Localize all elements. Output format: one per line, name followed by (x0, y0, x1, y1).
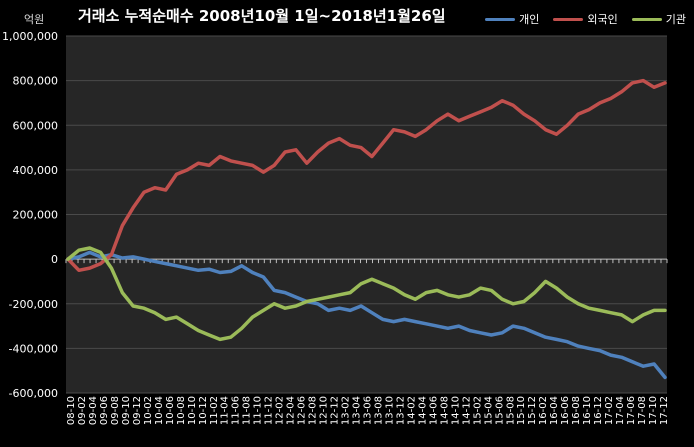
x-tick-label: 17-08 (637, 396, 648, 425)
x-tick-label: 12-08 (308, 396, 319, 425)
y-tick-label: 0 (51, 253, 58, 266)
x-tick-label: 09-06 (99, 396, 110, 425)
x-tick-label: 13-10 (384, 396, 395, 425)
x-tick-label: 16-10 (582, 396, 593, 425)
x-tick-label: 11-12 (264, 396, 275, 425)
x-tick-label: 14-10 (450, 396, 461, 425)
x-tick-label: 14-12 (461, 396, 472, 425)
x-tick-label: 11-04 (220, 396, 231, 425)
x-tick-label: 16-04 (549, 396, 560, 425)
x-tick-label: 12-06 (297, 396, 308, 425)
x-tick-label: 15-10 (516, 396, 527, 425)
x-tick-label: 10-02 (143, 396, 154, 425)
y-tick-label: -400,000 (9, 342, 58, 355)
x-tick-label: 09-04 (88, 396, 99, 425)
x-tick-label: 15-04 (483, 396, 494, 425)
y-tick-label: -200,000 (9, 298, 58, 311)
x-tick-label: 13-08 (373, 396, 384, 425)
y-tick-label: 600,000 (13, 119, 59, 132)
y-tick-label: 1,000,000 (2, 30, 58, 43)
x-tick-label: 16-06 (560, 396, 571, 425)
x-tick-label: 16-02 (538, 396, 549, 425)
x-tick-label: 17-04 (615, 396, 626, 425)
x-tick-label: 10-10 (187, 396, 198, 425)
x-tick-label: 12-04 (286, 396, 297, 425)
x-tick-label: 17-12 (659, 396, 670, 425)
x-tick-label: 09-08 (110, 396, 121, 425)
x-tick-label: 17-06 (626, 396, 637, 425)
x-tick-label: 09-10 (121, 396, 132, 425)
x-tick-label: 14-04 (417, 396, 428, 425)
y-tick-label: 200,000 (13, 209, 59, 222)
x-tick-label: 11-08 (242, 396, 253, 425)
x-tick-label: 12-02 (275, 396, 286, 425)
x-tick-label: 10-12 (198, 396, 209, 425)
x-tick-label: 12-10 (319, 396, 330, 425)
y-tick-label: -600,000 (9, 387, 58, 400)
x-tick-label: 09-12 (132, 396, 143, 425)
x-tick-label: 17-02 (604, 396, 615, 425)
x-tick-label: 13-04 (352, 396, 363, 425)
x-tick-label: 11-02 (209, 396, 220, 425)
x-tick-label: 11-06 (231, 396, 242, 425)
x-tick-label: 16-12 (593, 396, 604, 425)
x-tick-label: 12-12 (330, 396, 341, 425)
x-tick-label: 15-12 (527, 396, 538, 425)
y-tick-label: 800,000 (13, 75, 59, 88)
x-tick-label: 13-12 (395, 396, 406, 425)
x-tick-label: 17-10 (648, 396, 659, 425)
x-tick-label: 10-08 (176, 396, 187, 425)
x-tick-label: 10-04 (154, 396, 165, 425)
x-tick-label: 14-02 (406, 396, 417, 425)
x-tick-label: 08-10 (66, 396, 77, 425)
x-tick-label: 09-02 (77, 396, 88, 425)
x-tick-label: 13-06 (363, 396, 374, 425)
x-tick-label: 14-06 (428, 396, 439, 425)
x-tick-label: 15-02 (472, 396, 483, 425)
x-tick-label: 10-06 (165, 396, 176, 425)
x-tick-label: 16-08 (571, 396, 582, 425)
y-tick-label: 400,000 (13, 164, 59, 177)
x-tick-label: 15-08 (505, 396, 516, 425)
x-tick-label: 11-10 (253, 396, 264, 425)
x-tick-label: 15-06 (494, 396, 505, 425)
x-tick-label: 14-08 (439, 396, 450, 425)
x-tick-label: 13-02 (341, 396, 352, 425)
